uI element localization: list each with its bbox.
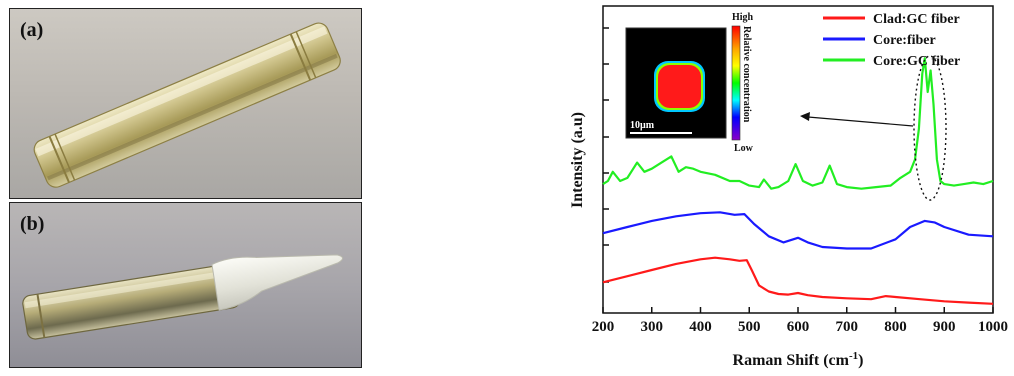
x-tick-label: 500 xyxy=(738,319,761,335)
x-axis-ticks xyxy=(602,307,994,313)
legend-label-1: Core:fiber xyxy=(873,33,936,48)
peak-highlight-ellipse xyxy=(913,55,947,201)
series-lines xyxy=(602,57,994,305)
y-axis-title: Intensity (a.u) xyxy=(569,112,586,208)
arrow-to-inset xyxy=(800,112,914,127)
panel-label-b: (b) xyxy=(20,213,45,235)
scale-bar-label: 10µm xyxy=(630,120,655,131)
x-tick-label: 900 xyxy=(933,319,956,335)
x-axis-title-main: Raman Shift (cm xyxy=(733,352,850,369)
series-line-0 xyxy=(602,256,994,305)
series-line-1 xyxy=(602,211,994,250)
x-tick-label: 300 xyxy=(641,319,664,335)
x-tick-label: 800 xyxy=(884,319,907,335)
legend-label-2: Core:GC fiber xyxy=(873,54,960,69)
x-tick-label: 1000 xyxy=(978,319,1008,335)
photo-panel-b: (b) xyxy=(9,202,362,368)
colorbar xyxy=(731,25,741,141)
colorbar-title: Relative concentration xyxy=(741,26,752,123)
glass-rod-photo-b xyxy=(22,254,344,340)
colorbar-low-label: Low xyxy=(734,143,754,154)
x-axis-title-end: ) xyxy=(858,352,863,369)
panel-label-a: (a) xyxy=(20,19,44,41)
series-line-2 xyxy=(602,57,994,190)
x-tick-label: 200 xyxy=(592,319,615,335)
glass-rod-photo-a xyxy=(33,22,341,188)
legend-label-0: Clad:GC fiber xyxy=(873,12,960,27)
x-tick-label: 700 xyxy=(836,319,859,335)
x-axis-title: Raman Shift (cm-1) xyxy=(733,350,864,369)
legend: Clad:GC fiber Core:fiber Core:GC fiber xyxy=(823,12,960,69)
colorbar-high-label: High xyxy=(732,12,754,23)
y-axis-ticks xyxy=(603,27,609,283)
x-axis-tick-labels: 200 300 400 500 600 700 800 900 1000 xyxy=(592,319,1008,335)
x-axis-title-superscript: -1 xyxy=(849,350,858,362)
x-tick-label: 400 xyxy=(689,319,712,335)
inset-core-region xyxy=(658,65,701,108)
inset-concentration-map: 10µm xyxy=(625,27,727,139)
photo-panel-a: (a) xyxy=(9,8,362,199)
x-tick-label: 600 xyxy=(787,319,810,335)
raman-chart: 200 300 400 500 600 700 800 900 1000 10µm High L… xyxy=(569,5,1008,369)
